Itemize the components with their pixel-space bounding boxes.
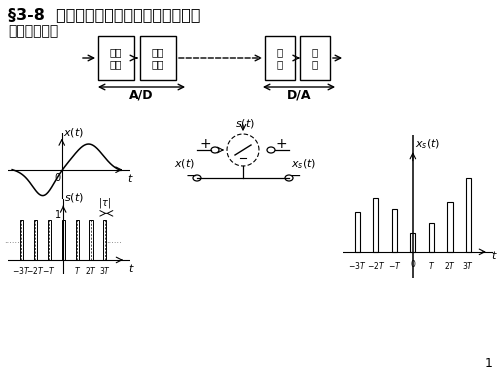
Bar <box>410 233 416 252</box>
Bar <box>20 220 23 260</box>
Text: A/D: A/D <box>129 89 153 102</box>
Bar <box>265 36 295 80</box>
Bar <box>354 212 360 252</box>
Bar <box>300 36 330 80</box>
Text: 1: 1 <box>56 210 62 220</box>
Text: $-T$: $-T$ <box>388 260 401 272</box>
Text: +: + <box>275 137 287 151</box>
Bar <box>90 220 92 260</box>
Text: 滤
波: 滤 波 <box>312 47 318 69</box>
Text: ......: ...... <box>106 237 122 246</box>
Text: $t$: $t$ <box>127 171 134 183</box>
Text: −: − <box>289 169 301 183</box>
Bar <box>466 178 471 252</box>
Text: $x(t)$: $x(t)$ <box>174 158 195 171</box>
Text: 抄样
保持: 抄样 保持 <box>110 47 122 69</box>
Text: $-3T$: $-3T$ <box>12 265 30 276</box>
Bar <box>448 202 452 252</box>
Bar <box>48 220 51 260</box>
Text: −: − <box>185 169 197 183</box>
Text: +: + <box>199 137 211 151</box>
Text: $x(t)$: $x(t)$ <box>64 126 84 140</box>
Text: $3T$: $3T$ <box>99 265 111 276</box>
Bar <box>373 198 378 252</box>
Bar <box>429 224 434 252</box>
Text: $x_s(t)$: $x_s(t)$ <box>415 137 440 151</box>
Bar <box>34 220 37 260</box>
Text: $-3T$: $-3T$ <box>348 260 366 272</box>
Text: §3-8  抄样信号的傅里叶变换与抄样定理: §3-8 抄样信号的傅里叶变换与抄样定理 <box>8 7 200 22</box>
Bar <box>104 220 106 260</box>
Text: $T$: $T$ <box>428 260 435 272</box>
Text: 解
码: 解 码 <box>277 47 283 69</box>
Text: 0: 0 <box>410 260 416 269</box>
Bar <box>62 220 64 260</box>
Bar <box>392 209 397 252</box>
Text: 一、抄样信号: 一、抄样信号 <box>8 24 58 38</box>
Text: $s(t)$: $s(t)$ <box>235 117 255 130</box>
Text: $t$: $t$ <box>490 249 498 261</box>
Bar <box>98 36 134 80</box>
Text: $s(t)$: $s(t)$ <box>64 191 84 204</box>
Text: $t$: $t$ <box>128 261 134 273</box>
Text: $-2T$: $-2T$ <box>366 260 385 272</box>
Text: $2T$: $2T$ <box>444 260 456 272</box>
Text: $T$: $T$ <box>74 265 80 276</box>
Text: $-2T$: $-2T$ <box>26 265 44 276</box>
Text: $-T$: $-T$ <box>42 265 56 276</box>
Bar <box>140 36 176 80</box>
Text: 0: 0 <box>54 173 60 183</box>
Text: $|\tau|$: $|\tau|$ <box>98 196 112 210</box>
Text: 1: 1 <box>485 357 493 370</box>
Text: 量化
编码: 量化 编码 <box>152 47 164 69</box>
Text: $2T$: $2T$ <box>85 265 97 276</box>
Text: ......: ...... <box>4 237 20 246</box>
Text: $x_s(t)$: $x_s(t)$ <box>291 157 316 171</box>
Bar <box>76 220 78 260</box>
Text: D/A: D/A <box>287 89 311 102</box>
Text: $3T$: $3T$ <box>462 260 474 272</box>
